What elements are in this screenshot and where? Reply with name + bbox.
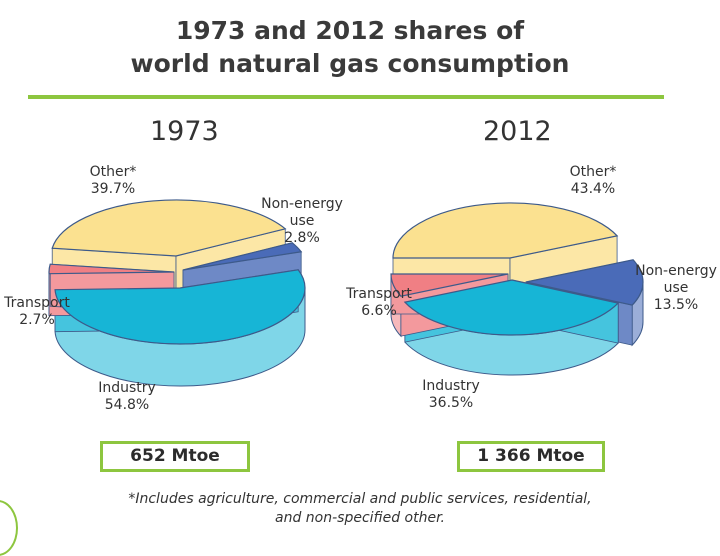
label-2012-transport: Transport 6.6% bbox=[344, 286, 414, 320]
footnote-line-1: *Includes agriculture, commercial and pu… bbox=[60, 490, 660, 509]
label-1973-industry: Industry 54.8% bbox=[96, 380, 158, 414]
year-2012-label: 2012 bbox=[483, 116, 552, 147]
year-1973-label: 1973 bbox=[150, 116, 219, 147]
label-1973-transport: Transport 2.7% bbox=[2, 295, 72, 329]
label-2012-non-energy: Non-energy use 13.5% bbox=[634, 263, 718, 314]
pie-2012 bbox=[391, 203, 643, 375]
total-2012-box: 1 366 Mtoe bbox=[457, 441, 605, 472]
total-1973-box: 652 Mtoe bbox=[100, 441, 250, 472]
label-2012-industry: Industry 36.5% bbox=[420, 378, 482, 412]
label-2012-other: Other* 43.4% bbox=[560, 164, 626, 198]
footnote-line-2: and non-specified other. bbox=[60, 509, 660, 528]
label-1973-non-energy: Non-energy use 2.8% bbox=[258, 196, 346, 247]
label-1973-other: Other* 39.7% bbox=[80, 164, 146, 198]
footnote: *Includes agriculture, commercial and pu… bbox=[60, 490, 660, 528]
